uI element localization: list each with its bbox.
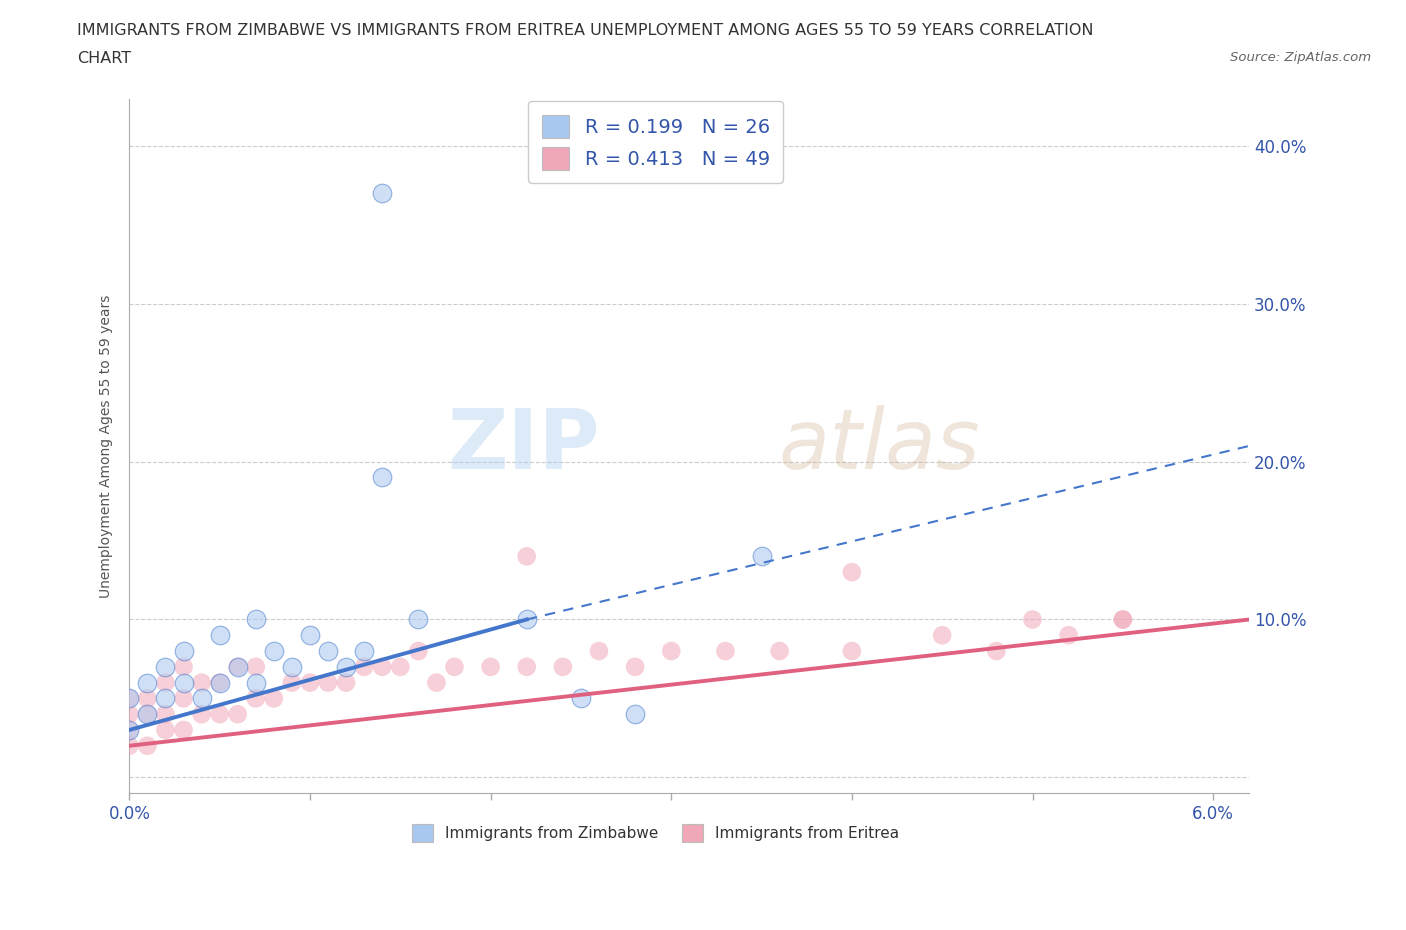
Point xyxy=(335,675,357,690)
Point xyxy=(118,738,141,753)
Point xyxy=(173,644,195,658)
Point xyxy=(155,707,177,722)
Text: IMMIGRANTS FROM ZIMBABWE VS IMMIGRANTS FROM ERITREA UNEMPLOYMENT AMONG AGES 55 T: IMMIGRANTS FROM ZIMBABWE VS IMMIGRANTS F… xyxy=(77,23,1094,38)
Point xyxy=(516,549,538,564)
Y-axis label: Unemployment Among Ages 55 to 59 years: Unemployment Among Ages 55 to 59 years xyxy=(100,294,114,598)
Point xyxy=(1021,612,1043,627)
Point xyxy=(136,707,159,722)
Point xyxy=(408,612,430,627)
Point xyxy=(208,675,231,690)
Point xyxy=(371,470,394,485)
Point xyxy=(516,659,538,674)
Point xyxy=(118,691,141,706)
Point xyxy=(768,644,790,658)
Point xyxy=(298,628,321,643)
Point xyxy=(841,565,863,579)
Point xyxy=(479,659,502,674)
Point xyxy=(624,707,647,722)
Point xyxy=(173,659,195,674)
Point xyxy=(208,707,231,722)
Point xyxy=(841,644,863,658)
Point xyxy=(751,549,773,564)
Point xyxy=(118,723,141,737)
Point xyxy=(245,675,267,690)
Point xyxy=(425,675,447,690)
Point xyxy=(173,723,195,737)
Point xyxy=(335,659,357,674)
Point xyxy=(714,644,737,658)
Point xyxy=(389,659,412,674)
Point xyxy=(136,691,159,706)
Point xyxy=(298,675,321,690)
Point xyxy=(190,675,212,690)
Text: CHART: CHART xyxy=(77,51,131,66)
Point xyxy=(208,675,231,690)
Point xyxy=(443,659,465,674)
Point xyxy=(245,691,267,706)
Point xyxy=(1057,628,1080,643)
Point xyxy=(931,628,953,643)
Point xyxy=(659,644,682,658)
Point xyxy=(551,659,574,674)
Point xyxy=(155,675,177,690)
Point xyxy=(173,675,195,690)
Point xyxy=(588,644,610,658)
Point xyxy=(316,644,339,658)
Point xyxy=(155,723,177,737)
Point xyxy=(1112,612,1135,627)
Point xyxy=(371,186,394,201)
Point xyxy=(371,659,394,674)
Point xyxy=(155,691,177,706)
Point xyxy=(190,707,212,722)
Point xyxy=(136,707,159,722)
Point xyxy=(136,675,159,690)
Point xyxy=(118,707,141,722)
Point xyxy=(569,691,592,706)
Point xyxy=(263,691,285,706)
Point xyxy=(986,644,1008,658)
Point xyxy=(226,659,249,674)
Point xyxy=(1112,612,1135,627)
Text: ZIP: ZIP xyxy=(447,405,600,486)
Point xyxy=(118,691,141,706)
Point xyxy=(408,644,430,658)
Point xyxy=(226,707,249,722)
Point xyxy=(353,644,375,658)
Point xyxy=(226,659,249,674)
Point xyxy=(281,659,304,674)
Point xyxy=(155,659,177,674)
Legend: Immigrants from Zimbabwe, Immigrants from Eritrea: Immigrants from Zimbabwe, Immigrants fro… xyxy=(406,818,905,848)
Point xyxy=(173,691,195,706)
Point xyxy=(245,612,267,627)
Point xyxy=(208,628,231,643)
Point xyxy=(245,659,267,674)
Text: Source: ZipAtlas.com: Source: ZipAtlas.com xyxy=(1230,51,1371,64)
Point xyxy=(624,659,647,674)
Point xyxy=(136,738,159,753)
Point xyxy=(281,675,304,690)
Point xyxy=(316,675,339,690)
Point xyxy=(516,612,538,627)
Point xyxy=(190,691,212,706)
Point xyxy=(353,659,375,674)
Point xyxy=(263,644,285,658)
Text: atlas: atlas xyxy=(779,405,980,486)
Point xyxy=(118,723,141,737)
